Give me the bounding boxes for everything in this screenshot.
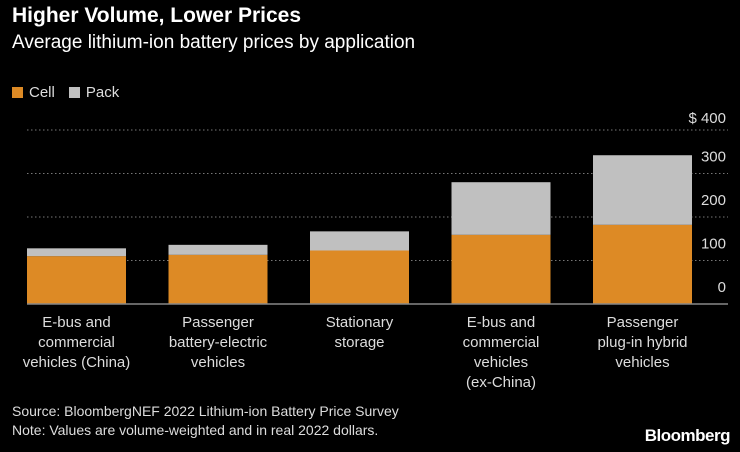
bar-pack bbox=[310, 231, 409, 251]
source-note: Source: BloombergNEF 2022 Lithium-ion Ba… bbox=[12, 403, 399, 419]
x-tick-label: E-bus and bbox=[467, 314, 535, 331]
legend-item-cell: Cell bbox=[12, 84, 55, 101]
bar-pack bbox=[451, 182, 551, 235]
legend-item-pack: Pack bbox=[68, 84, 120, 101]
legend-swatch-cell bbox=[12, 87, 23, 98]
bar-cell bbox=[27, 256, 126, 304]
x-tick-label: Passenger bbox=[607, 314, 679, 331]
x-tick-label: vehicles bbox=[615, 354, 669, 371]
y-tick-label: $ 400 bbox=[688, 110, 726, 127]
bar-cell bbox=[451, 234, 551, 304]
bar-cell bbox=[310, 250, 409, 304]
bar-pack bbox=[593, 155, 692, 225]
legend-label-pack: Pack bbox=[85, 84, 120, 101]
x-tick-label: E-bus and bbox=[42, 314, 110, 331]
chart-subtitle: Average lithium-ion battery prices by ap… bbox=[12, 32, 416, 53]
legend-label-cell: Cell bbox=[29, 84, 55, 101]
x-tick-label: vehicles bbox=[191, 354, 245, 371]
x-tick-label: commercial bbox=[38, 334, 115, 351]
x-tick-label: vehicles (China) bbox=[23, 354, 131, 371]
x-tick-label: vehicles bbox=[474, 354, 528, 371]
y-tick-label: 0 bbox=[718, 279, 726, 296]
bar-cell bbox=[168, 254, 268, 304]
x-tick-label: Passenger bbox=[182, 314, 254, 331]
legend-swatch-pack bbox=[68, 87, 80, 98]
x-tick-label: plug-in hybrid bbox=[597, 334, 687, 351]
x-tick-label: Stationary bbox=[326, 314, 394, 331]
bar-pack bbox=[168, 244, 268, 255]
x-tick-label: storage bbox=[334, 334, 384, 351]
y-tick-label: 300 bbox=[701, 149, 726, 166]
bloomberg-logo: Bloomberg bbox=[644, 426, 731, 445]
footnote: Note: Values are volume-weighted and in … bbox=[12, 422, 379, 438]
bar-cell bbox=[593, 224, 692, 304]
legend: Cell Pack bbox=[12, 84, 119, 101]
x-tick-label: commercial bbox=[463, 334, 540, 351]
x-tick-label: (ex-China) bbox=[466, 374, 536, 391]
y-tick-label: 200 bbox=[701, 192, 726, 209]
bar-pack bbox=[27, 248, 126, 257]
chart-title: Higher Volume, Lower Prices bbox=[12, 4, 302, 27]
y-tick-label: 100 bbox=[701, 236, 726, 253]
x-tick-label: battery-electric bbox=[169, 334, 268, 351]
